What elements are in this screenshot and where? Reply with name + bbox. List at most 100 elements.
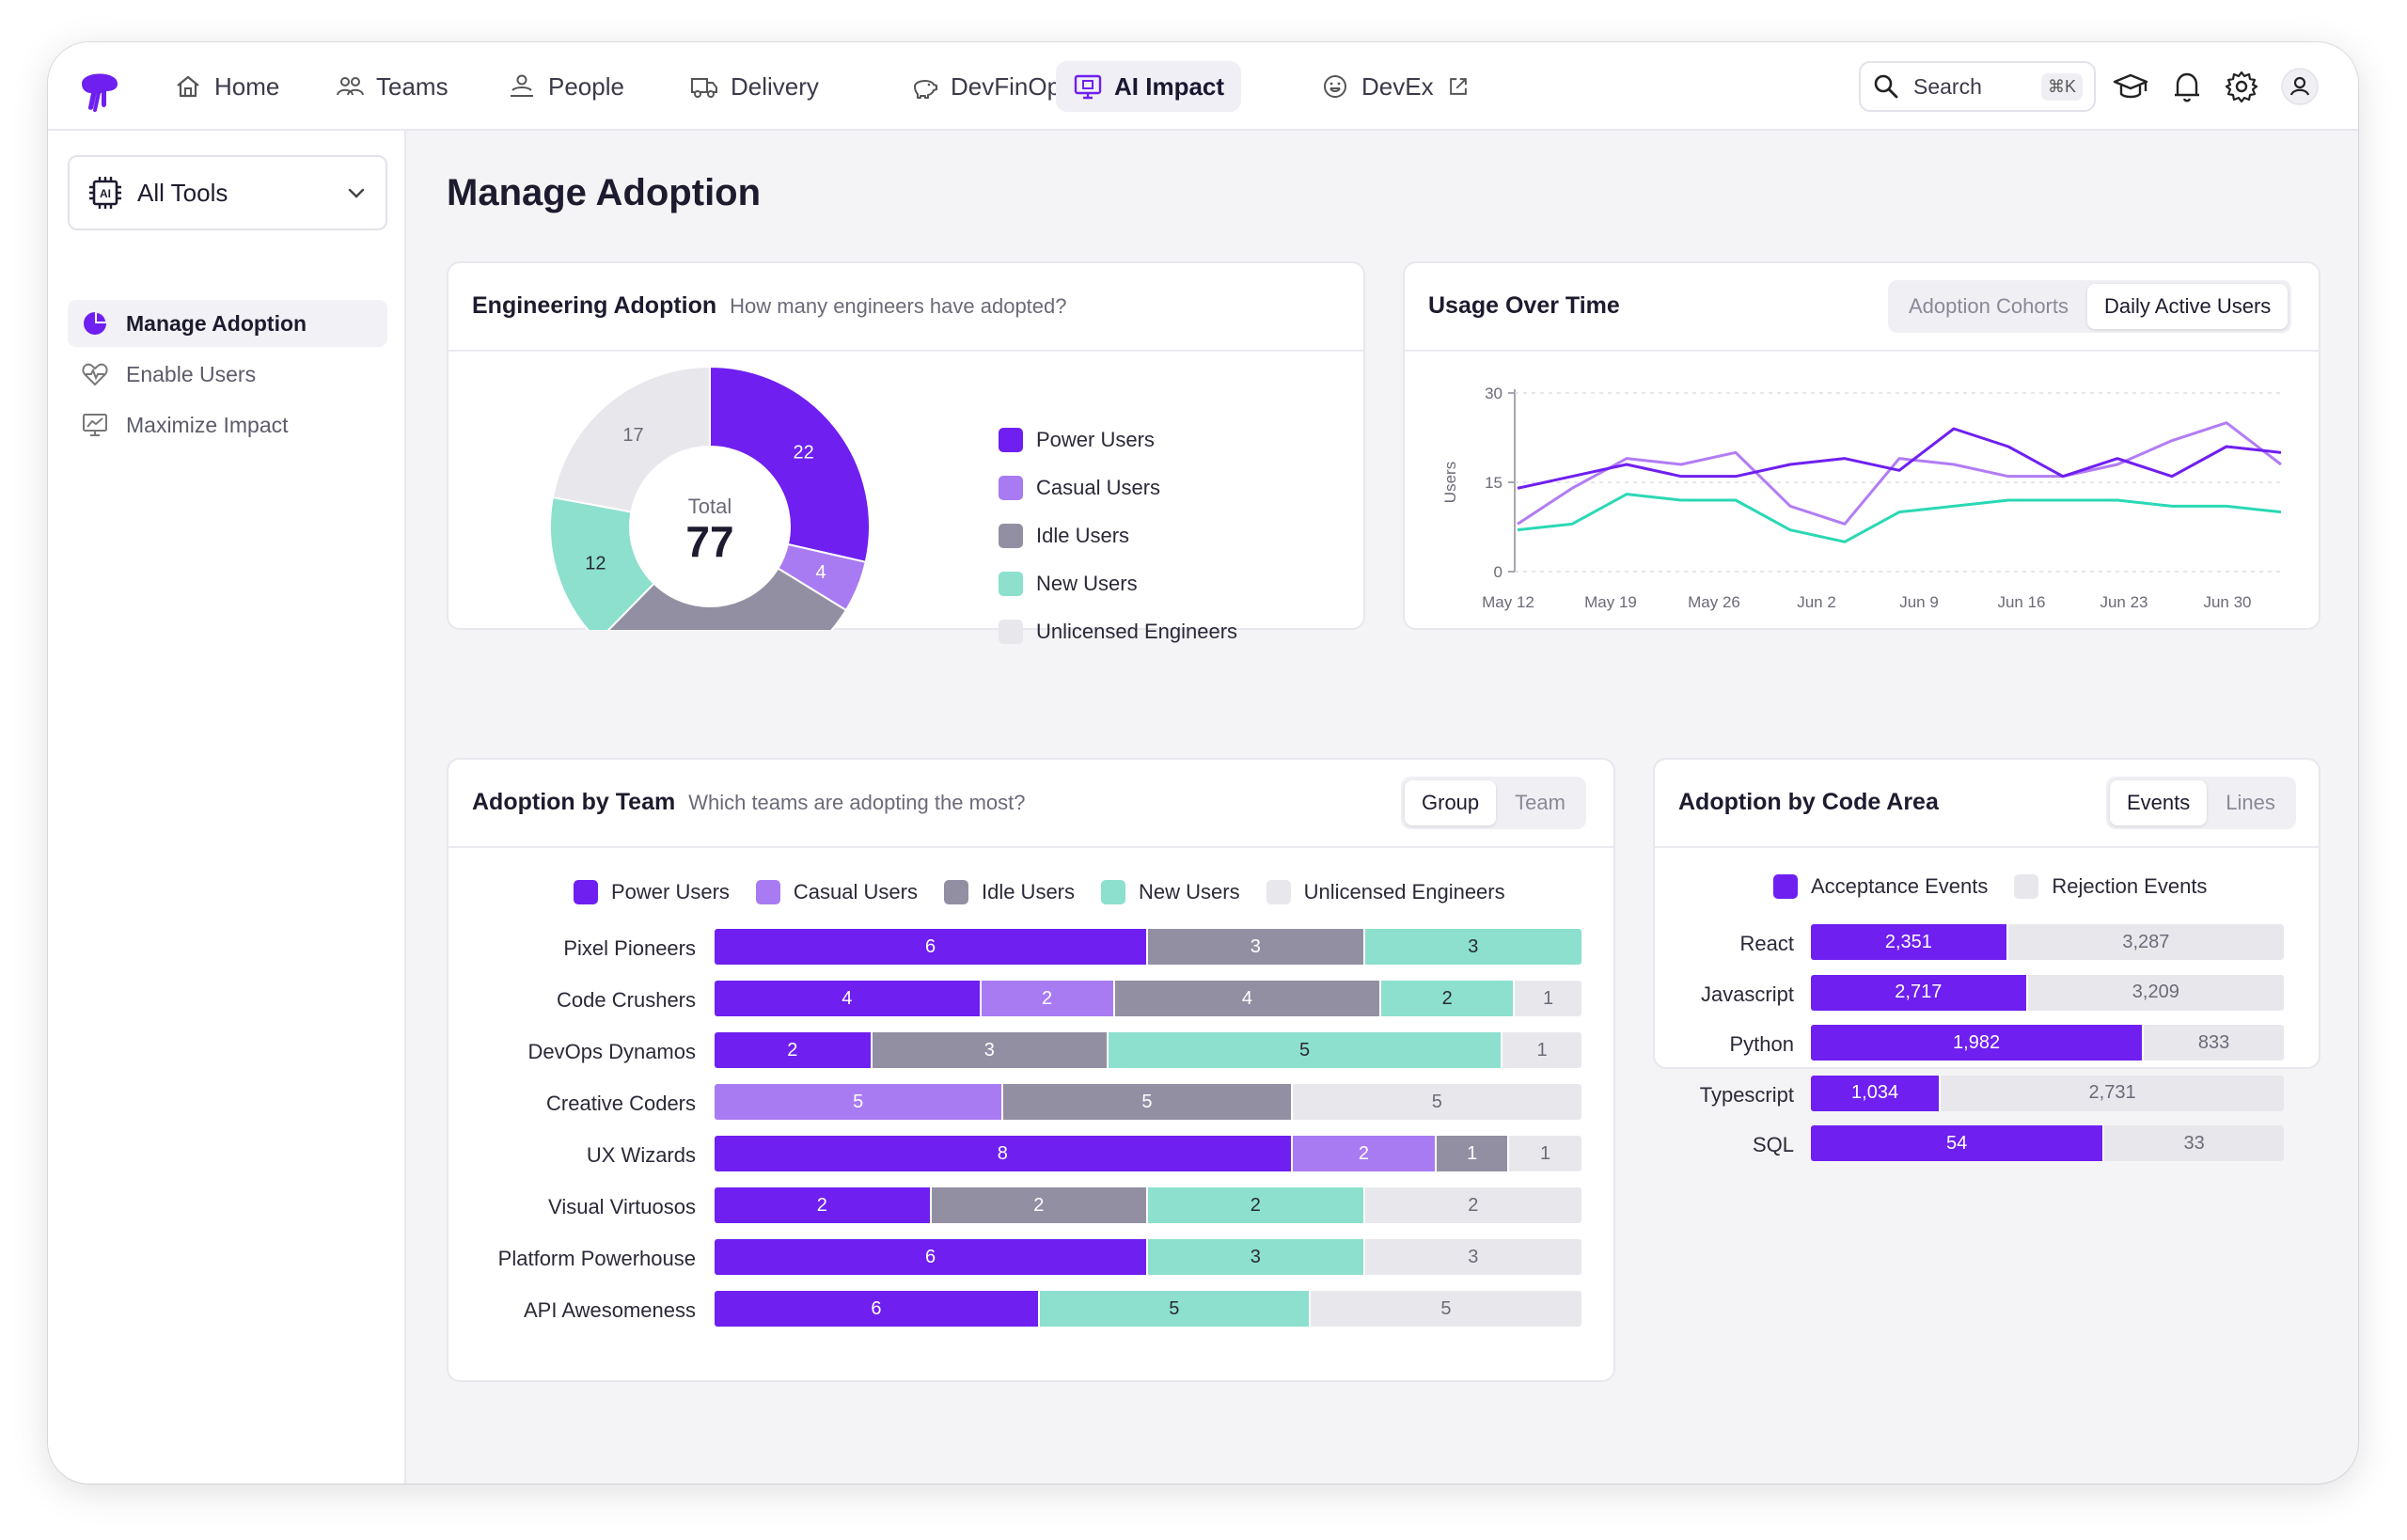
- bar-segment-unlicensed-engineers[interactable]: 1: [1515, 981, 1581, 1016]
- legend-label: Acceptance Events: [1811, 874, 1989, 898]
- heart-pulse-icon: [82, 363, 108, 386]
- bar-segment-unlicensed-engineers[interactable]: 2: [1364, 1187, 1581, 1223]
- legend-item-rejection: Rejection Events: [2014, 874, 2207, 899]
- bar-category-label: Visual Virtuosos: [548, 1195, 696, 1218]
- series-line-gemini[interactable]: [1517, 493, 2282, 543]
- bell-icon[interactable]: [2169, 69, 2205, 104]
- nav-devfinops[interactable]: DevFinOps: [892, 61, 1090, 112]
- sidebar-item-enable-users[interactable]: Enable Users: [68, 351, 387, 398]
- bar-segment-power-users[interactable]: 6: [715, 1239, 1148, 1275]
- sidebar-item-maximize-impact[interactable]: Maximize Impact: [68, 401, 387, 448]
- legend-swatch: [999, 620, 1023, 644]
- nav-home[interactable]: Home: [156, 61, 296, 112]
- bar-segment-power-users[interactable]: 6: [715, 929, 1148, 965]
- legend-label: Casual Users: [793, 880, 918, 904]
- bar-segment-power-users[interactable]: 6: [715, 1291, 1040, 1327]
- search-box[interactable]: Search ⌘K: [1859, 61, 2096, 112]
- legend-swatch: [999, 476, 1023, 500]
- donut-slice-power-users[interactable]: [709, 365, 871, 564]
- bar-segment-idle-users[interactable]: 4: [1114, 981, 1382, 1016]
- bar-segment-unlicensed-engineers[interactable]: 5: [1292, 1084, 1581, 1120]
- donut-slice-idle-users[interactable]: [598, 567, 848, 630]
- nav-devex[interactable]: DevEx: [1303, 61, 1488, 112]
- legend-label: Idle Users: [981, 880, 1076, 904]
- tab-daily-active-users[interactable]: Daily Active Users: [2087, 284, 2289, 329]
- bar-segment-new-users[interactable]: 2: [1148, 1187, 1365, 1223]
- bar-segment-idle-users[interactable]: 1: [1437, 1136, 1510, 1171]
- bar-segment-new-users[interactable]: 3: [1148, 1239, 1365, 1275]
- bar-category-label: React: [1739, 932, 1794, 955]
- bar-segment-new-users[interactable]: 3: [1364, 929, 1581, 965]
- bar-segment-unlicensed-engineers[interactable]: 1: [1502, 1032, 1581, 1068]
- nav-delivery[interactable]: Delivery: [672, 61, 836, 112]
- donut-slice-new-users[interactable]: [549, 495, 655, 630]
- bar-segment-casual-users[interactable]: 2: [1292, 1136, 1438, 1171]
- bar-segment-power-users[interactable]: 8: [715, 1136, 1293, 1171]
- bar-segment-idle-users[interactable]: 3: [1148, 929, 1365, 965]
- nav-ai-impact[interactable]: AI Impact: [1056, 61, 1242, 112]
- legend-swatch: [755, 880, 780, 904]
- tab-adoption-cohorts[interactable]: Adoption Cohorts: [1909, 294, 2069, 318]
- bar-category-label: Platform Powerhouse: [497, 1247, 696, 1270]
- bar-segment-new-users[interactable]: 5: [1109, 1032, 1503, 1068]
- user-avatar-icon[interactable]: [2280, 67, 2320, 106]
- tool-select-label: All Tools: [137, 178, 228, 207]
- tab-team[interactable]: Team: [1515, 791, 1565, 814]
- bar-row: 2,351 3,287: [1811, 924, 2284, 960]
- series-line-copilot[interactable]: [1517, 427, 2282, 490]
- y-tick-label: 0: [1494, 563, 1502, 581]
- bar-segment-acceptance-events[interactable]: 2,351: [1811, 924, 2008, 960]
- card-header: Usage Over Time Adoption Cohorts Daily A…: [1405, 263, 2319, 352]
- bar-segment-casual-users[interactable]: 2: [981, 981, 1115, 1016]
- bar-segment-rejection-events[interactable]: 833: [2144, 1025, 2284, 1061]
- bar-segment-unlicensed-engineers[interactable]: 3: [1364, 1239, 1581, 1275]
- legend-label: New Users: [1139, 880, 1240, 904]
- engineering-adoption-card: Engineering Adoption How many engineers h…: [447, 261, 1365, 644]
- gear-icon[interactable]: [2224, 69, 2259, 104]
- bar-segment-casual-users[interactable]: 5: [715, 1084, 1004, 1120]
- sidebar-item-label: Maximize Impact: [126, 412, 289, 437]
- legend-label: Power Users: [611, 880, 730, 904]
- people-icon: [511, 74, 533, 97]
- nav-people[interactable]: People: [490, 61, 641, 112]
- bar-segment-idle-users[interactable]: 3: [872, 1032, 1109, 1068]
- bar-segment-rejection-events[interactable]: 3,209: [2027, 974, 2284, 1011]
- tool-select-dropdown[interactable]: AI All Tools: [68, 155, 387, 230]
- y-tick-label: 15: [1485, 474, 1502, 492]
- tab-lines[interactable]: Lines: [2226, 791, 2275, 814]
- bar-segment-rejection-events[interactable]: 3,287: [2007, 924, 2284, 960]
- legend-item-power-users: Power Users: [574, 880, 730, 904]
- series-line-cursor[interactable]: [1517, 421, 2282, 526]
- bar-segment-new-users[interactable]: 2: [1381, 981, 1516, 1016]
- line-chart: 0 15 30 Users May 12 May 19 May 26 Jun 2 Jun 9 Ju…: [1441, 385, 2282, 611]
- bar-segment-idle-users[interactable]: 5: [1003, 1084, 1293, 1120]
- nav-teams[interactable]: Teams: [318, 61, 465, 112]
- nav-label: People: [548, 71, 624, 101]
- bar-segment-unlicensed-engineers[interactable]: 5: [1310, 1291, 1581, 1327]
- bar-segment-acceptance-events[interactable]: 54: [1811, 1125, 2105, 1161]
- bar-row: 54 33: [1811, 1125, 2284, 1161]
- bar-segment-power-users[interactable]: 4: [715, 981, 982, 1016]
- bar-segment-rejection-events[interactable]: 2,731: [1941, 1075, 2284, 1111]
- legend-swatch: [1266, 880, 1291, 904]
- jellyfish-logo-icon[interactable]: [76, 63, 123, 112]
- bar-segment-idle-users[interactable]: 2: [931, 1187, 1148, 1223]
- bar-segment-new-users[interactable]: 5: [1039, 1291, 1311, 1327]
- bar-segment-rejection-events[interactable]: 33: [2104, 1125, 2284, 1161]
- bar-segment-acceptance-events[interactable]: 1,982: [1811, 1025, 2145, 1061]
- bar-segment-unlicensed-engineers[interactable]: 1: [1509, 1136, 1581, 1171]
- bar-segment-acceptance-events[interactable]: 1,034: [1811, 1075, 1942, 1111]
- bar-segment-acceptance-events[interactable]: 2,717: [1811, 974, 2028, 1011]
- sidebar-item-manage-adoption[interactable]: Manage Adoption: [68, 300, 387, 347]
- donut-slice-unlicensed-engineers[interactable]: [551, 365, 711, 513]
- tab-events[interactable]: Events: [2110, 780, 2208, 825]
- nav-label: Delivery: [731, 71, 819, 101]
- bar-segment-power-users[interactable]: 2: [715, 1187, 932, 1223]
- bar-segment-power-users[interactable]: 2: [715, 1032, 873, 1068]
- tab-group[interactable]: Group: [1405, 780, 1497, 825]
- home-icon: [177, 75, 199, 98]
- graduation-cap-icon[interactable]: [2113, 69, 2148, 104]
- card-title-text: Engineering Adoption: [472, 292, 717, 319]
